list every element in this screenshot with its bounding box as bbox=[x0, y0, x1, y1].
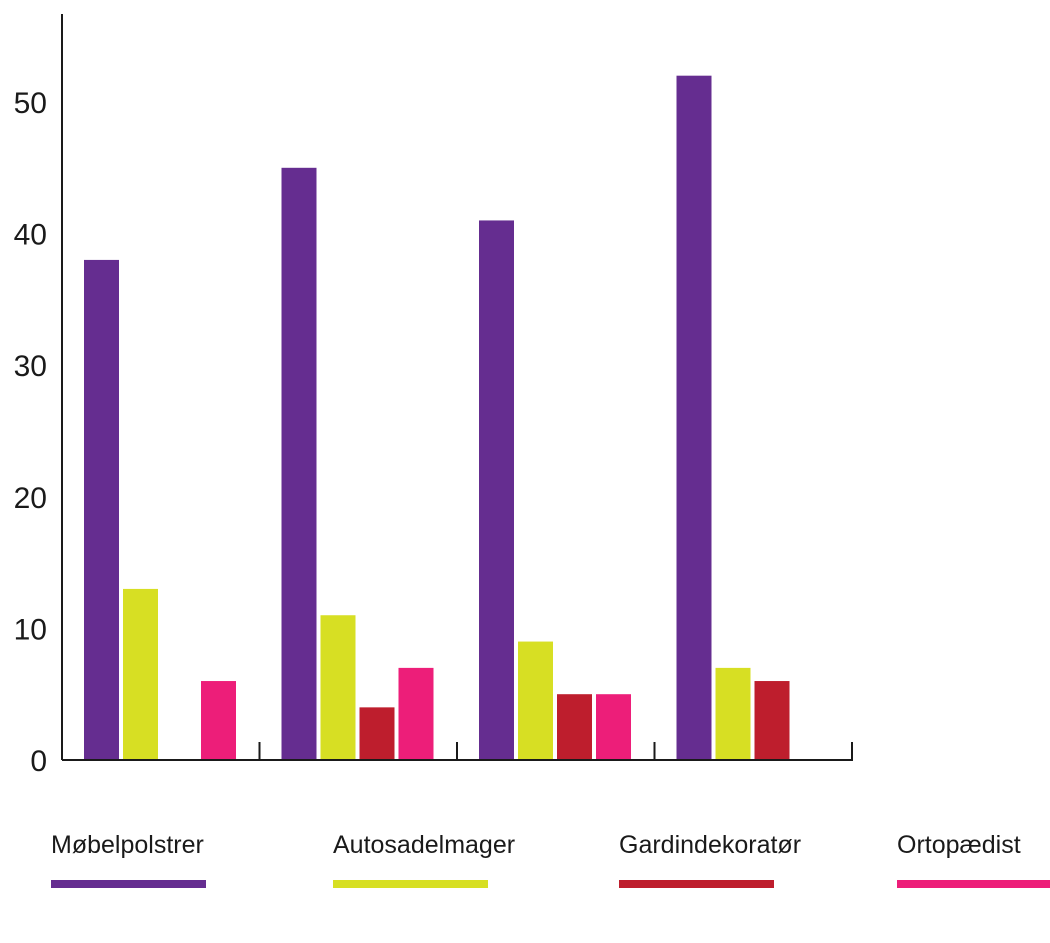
y-tick-label: 50 bbox=[14, 87, 47, 120]
bar-3-group-3 bbox=[557, 694, 592, 760]
legend-label: Gardindekoratør bbox=[619, 831, 801, 859]
x-tick-marks bbox=[258, 742, 853, 760]
y-tick-labels: 0 10 20 30 40 50 bbox=[14, 87, 47, 778]
bar-3-group-4 bbox=[754, 681, 790, 760]
bar-3-group-2 bbox=[359, 707, 395, 760]
y-tick-label: 20 bbox=[14, 482, 47, 515]
bar-2-group-4 bbox=[715, 667, 751, 760]
legend-label: Autosadelmager bbox=[333, 831, 515, 859]
legend-swatch bbox=[619, 880, 774, 888]
bar-1-group-2 bbox=[281, 167, 317, 761]
bar-1-group-4 bbox=[676, 75, 712, 761]
legend: Møbelpolstrer Autosadelmager Gardindekorat… bbox=[51, 831, 1050, 888]
bars-layer bbox=[84, 75, 790, 761]
y-tick-label: 10 bbox=[14, 613, 47, 646]
y-tick-label: 30 bbox=[14, 350, 47, 383]
bar-2-group-3 bbox=[518, 641, 553, 760]
legend-swatch bbox=[897, 880, 1050, 888]
bar-4-group-2 bbox=[398, 667, 434, 760]
bar-4-group-3 bbox=[596, 694, 631, 760]
legend-label: Ortopædist bbox=[897, 831, 1021, 859]
bar-2-group-1 bbox=[123, 588, 158, 760]
axis-layer bbox=[61, 14, 853, 761]
legend-swatch bbox=[333, 880, 488, 888]
bar-4-group-1 bbox=[201, 681, 236, 760]
legend-swatch bbox=[51, 880, 206, 888]
y-tick-label: 40 bbox=[14, 219, 47, 252]
bar-2-group-2 bbox=[320, 615, 356, 760]
y-tick-label: 0 bbox=[30, 745, 47, 778]
legend-label: Møbelpolstrer bbox=[51, 831, 204, 859]
bar-1-group-3 bbox=[479, 220, 514, 760]
bar-1-group-1 bbox=[84, 259, 119, 760]
